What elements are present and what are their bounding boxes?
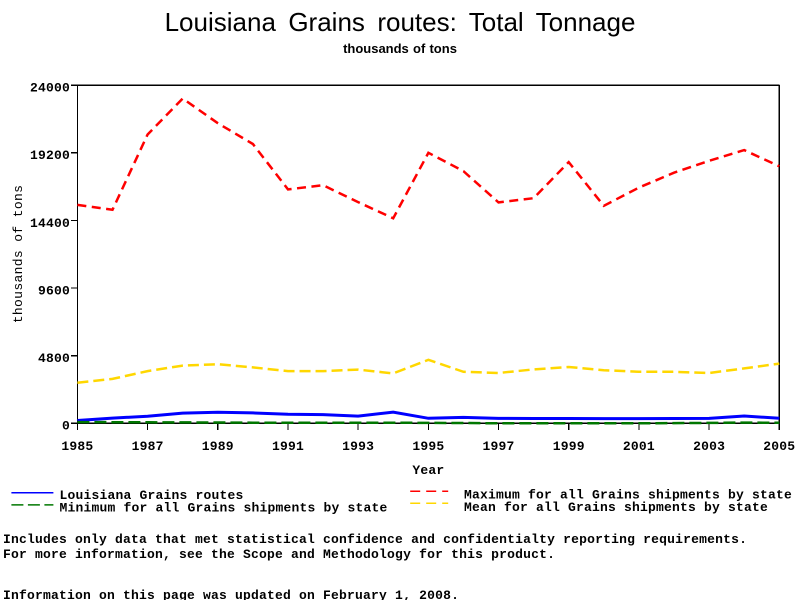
svg-text:For more information, see the: For more information, see the Scope and … [3, 547, 555, 562]
svg-text:Minimum for all Grains shipmen: Minimum for all Grains shipments by stat… [60, 501, 388, 516]
svg-text:4800: 4800 [38, 351, 70, 366]
svg-text:19200: 19200 [30, 148, 70, 163]
svg-text:1991: 1991 [272, 439, 304, 454]
svg-text:1995: 1995 [412, 439, 444, 454]
svg-text:1999: 1999 [553, 439, 585, 454]
svg-text:0: 0 [62, 419, 70, 434]
svg-text:thousands of tons: thousands of tons [343, 41, 457, 56]
svg-text:1987: 1987 [132, 439, 164, 454]
svg-text:1997: 1997 [482, 439, 514, 454]
svg-text:Louisiana Grains routes: Louisiana Grains routes [60, 488, 244, 503]
svg-text:Includes only data that met st: Includes only data that met statistical … [3, 532, 747, 547]
svg-text:1993: 1993 [342, 439, 374, 454]
svg-text:9600: 9600 [38, 283, 70, 298]
svg-text:thousands of tons: thousands of tons [11, 185, 26, 324]
svg-text:Mean for all Grains shipments: Mean for all Grains shipments by state [464, 500, 768, 515]
svg-text:Year: Year [412, 463, 444, 478]
svg-text:Maximum for all Grains shipmen: Maximum for all Grains shipments by stat… [464, 487, 792, 502]
svg-text:Louisiana Grains routes: Total: Louisiana Grains routes: Total Tonnage [165, 7, 636, 37]
svg-text:Information on this page was u: Information on this page was updated on … [3, 588, 459, 600]
svg-text:2005: 2005 [763, 439, 795, 454]
svg-text:1985: 1985 [61, 439, 93, 454]
svg-text:14400: 14400 [30, 216, 70, 231]
svg-text:2003: 2003 [693, 439, 725, 454]
svg-text:24000: 24000 [30, 81, 70, 96]
svg-text:1989: 1989 [202, 439, 234, 454]
svg-text:2001: 2001 [623, 439, 655, 454]
